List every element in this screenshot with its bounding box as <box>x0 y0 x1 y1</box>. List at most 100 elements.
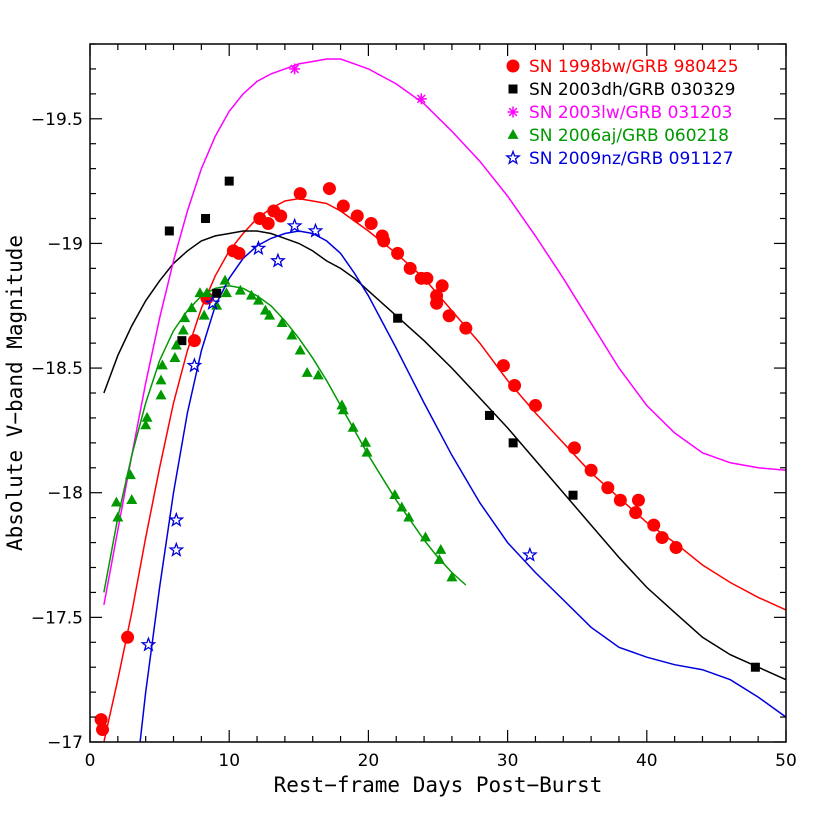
legend-label: SN 2006aj/GRB 060218 <box>529 126 729 146</box>
data-point-sn-2006aj-grb-060218 <box>194 287 206 298</box>
data-point-sn-1998bw-grb-980425 <box>629 506 643 520</box>
data-point-sn-1998bw-grb-980425 <box>647 518 661 532</box>
data-point-sn-2006aj-grb-060218 <box>419 531 431 542</box>
data-point-sn-1998bw-grb-980425 <box>669 541 683 555</box>
data-point-sn-1998bw-grb-980425 <box>322 182 336 196</box>
data-point-sn-2006aj-grb-060218 <box>198 309 210 320</box>
data-point-sn-2006aj-grb-060218 <box>201 287 213 298</box>
legend-marker-sn-2006aj-grb-060218 <box>507 128 519 139</box>
legend-marker-sn-2003dh-grb-030329 <box>508 84 518 94</box>
x-tick-label: 50 <box>775 751 797 771</box>
data-point-sn-2009nz-grb-091127 <box>204 294 221 311</box>
data-point-sn-2006aj-grb-060218 <box>220 287 232 298</box>
legend-item-sn-2003lw-grb-031203: SN 2003lw/GRB 031203 <box>507 103 732 123</box>
data-point-sn-1998bw-grb-980425 <box>655 531 669 545</box>
data-point-sn-2006aj-grb-060218 <box>186 302 198 313</box>
legend-item-sn-2006aj-grb-060218: SN 2006aj/GRB 060218 <box>507 126 729 146</box>
fit-curve-sn-2003lw-grb-031203 <box>103 58 786 606</box>
data-point-sn-2006aj-grb-060218 <box>124 469 136 480</box>
data-point-sn-1998bw-grb-980425 <box>601 481 615 495</box>
data-point-sn-2003dh-grb-030329 <box>393 313 403 323</box>
data-point-sn-2006aj-grb-060218 <box>110 496 122 507</box>
data-point-sn-2006aj-grb-060218 <box>396 501 408 512</box>
data-point-sn-1998bw-grb-980425 <box>442 309 456 323</box>
legend: SN 1998bw/GRB 980425 SN 2003dh/GRB 030329… <box>505 57 739 169</box>
legend-label: SN 2003lw/GRB 031203 <box>529 103 732 123</box>
legend-item-sn-2009nz-grb-091127: SN 2009nz/GRB 091127 <box>505 149 734 169</box>
series-sn-2003lw-grb-031203 <box>289 63 427 105</box>
data-point-sn-2006aj-grb-060218 <box>301 367 313 377</box>
data-point-sn-1998bw-grb-980425 <box>350 209 364 223</box>
data-point-sn-2006aj-grb-060218 <box>156 359 168 370</box>
data-point-sn-2009nz-grb-091127 <box>140 636 157 652</box>
data-point-sn-2003dh-grb-030329 <box>750 662 760 672</box>
data-point-sn-2009nz-grb-091127 <box>269 252 286 268</box>
data-point-sn-1998bw-grb-980425 <box>459 321 473 335</box>
data-point-sn-1998bw-grb-980425 <box>420 271 434 285</box>
y-tick-label: −18 <box>47 484 83 504</box>
fit-curve-sn-2009nz-grb-091127 <box>139 230 786 742</box>
data-point-sn-2006aj-grb-060218 <box>312 369 324 380</box>
data-point-sn-2006aj-grb-060218 <box>219 274 231 285</box>
y-tick-label: −17 <box>47 733 83 753</box>
legend-item-sn-1998bw-grb-980425: SN 1998bw/GRB 980425 <box>506 57 739 77</box>
data-point-sn-2003dh-grb-030329 <box>224 176 234 186</box>
x-tick-label: 0 <box>85 751 96 771</box>
data-point-sn-1998bw-grb-980425 <box>403 261 417 275</box>
data-point-sn-2006aj-grb-060218 <box>141 411 153 422</box>
data-point-sn-2006aj-grb-060218 <box>179 312 191 323</box>
data-point-sn-2003dh-grb-030329 <box>568 490 578 500</box>
data-point-sn-1998bw-grb-980425 <box>391 246 405 260</box>
data-point-sn-2003dh-grb-030329 <box>508 438 518 448</box>
data-point-sn-1998bw-grb-980425 <box>336 199 350 213</box>
data-point-sn-2003dh-grb-030329 <box>177 336 187 346</box>
legend-marker-sn-1998bw-grb-980425 <box>506 59 520 73</box>
data-point-sn-2006aj-grb-060218 <box>347 421 359 432</box>
data-point-sn-2009nz-grb-091127 <box>286 217 303 233</box>
data-point-sn-2006aj-grb-060218 <box>294 344 306 355</box>
data-point-sn-2006aj-grb-060218 <box>155 389 167 400</box>
data-point-sn-2006aj-grb-060218 <box>259 304 271 315</box>
x-tick-label: 20 <box>358 751 380 771</box>
axis-ticks: 0 10 20 30 40 50 −19.5 −19 −18.5 −18 −17.5 −17 <box>31 43 797 771</box>
data-point-sn-1998bw-grb-980425 <box>430 296 444 310</box>
y-tick-label: −19.5 <box>31 110 83 130</box>
data-point-sn-2006aj-grb-060218 <box>234 284 246 295</box>
data-point-sn-2003dh-grb-030329 <box>485 410 495 420</box>
legend-label: SN 2003dh/GRB 030329 <box>529 80 735 100</box>
data-point-sn-2009nz-grb-091127 <box>186 357 203 373</box>
data-point-sn-2006aj-grb-060218 <box>169 352 181 362</box>
data-point-sn-1998bw-grb-980425 <box>631 493 645 507</box>
data-point-sn-2009nz-grb-091127 <box>250 240 267 256</box>
data-point-sn-2006aj-grb-060218 <box>170 339 182 350</box>
data-point-sn-2006aj-grb-060218 <box>337 404 349 415</box>
data-point-sn-2006aj-grb-060218 <box>360 436 372 447</box>
data-point-sn-1998bw-grb-980425 <box>232 246 246 260</box>
data-point-sn-1998bw-grb-980425 <box>364 216 378 230</box>
data-point-sn-1998bw-grb-980425 <box>584 463 598 477</box>
legend-label: SN 2009nz/GRB 091127 <box>529 149 734 169</box>
x-axis-title: Rest−frame Days Post−Burst <box>274 773 603 797</box>
data-point-sn-1998bw-grb-980425 <box>613 493 627 507</box>
data-point-sn-1998bw-grb-980425 <box>293 187 307 201</box>
legend-item-sn-2003dh-grb-030329: SN 2003dh/GRB 030329 <box>508 80 735 100</box>
data-point-sn-2006aj-grb-060218 <box>286 329 298 340</box>
data-point-sn-2009nz-grb-091127 <box>168 541 185 557</box>
data-point-sn-2006aj-grb-060218 <box>276 317 288 328</box>
series-sn-1998bw-grb-980425 <box>94 182 683 737</box>
x-tick-label: 40 <box>636 751 658 771</box>
series-sn-2009nz-grb-091127 <box>140 217 538 652</box>
data-point-sn-2003lw-grb-031203 <box>289 63 301 75</box>
data-point-sn-1998bw-grb-980425 <box>274 209 288 223</box>
series-sn-2006aj-grb-060218 <box>110 274 458 582</box>
y-tick-label: −18.5 <box>31 359 83 379</box>
data-point-sn-2009nz-grb-091127 <box>307 222 324 238</box>
y-axis-title: Absolute V−band Magnitude <box>3 235 27 551</box>
data-point-sn-2006aj-grb-060218 <box>112 511 124 522</box>
data-point-sn-1998bw-grb-980425 <box>528 398 542 412</box>
legend-marker-sn-2009nz-grb-091127 <box>505 149 521 165</box>
fit-curve-sn-2003dh-grb-030329 <box>103 230 786 681</box>
legend-label: SN 1998bw/GRB 980425 <box>529 57 739 77</box>
data-point-sn-2006aj-grb-060218 <box>177 324 189 335</box>
data-point-sn-2006aj-grb-060218 <box>245 289 257 300</box>
